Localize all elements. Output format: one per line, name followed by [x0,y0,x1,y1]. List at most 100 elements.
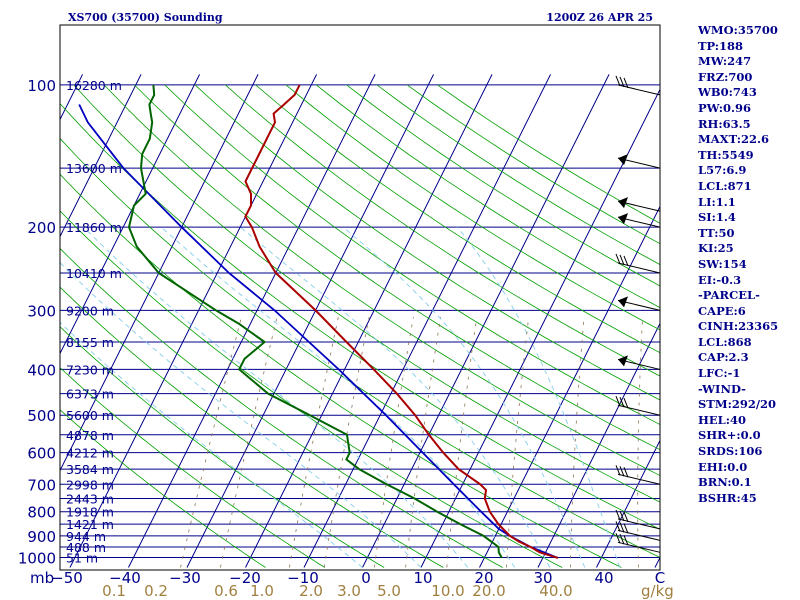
dry-adiabat [60,247,503,568]
height-label: 51 m [66,551,98,566]
dewpoint-trace [127,84,503,559]
dry-adiabat [60,137,660,558]
mixing-ratio-tick-label: 0.2 [144,582,168,600]
isotherm-line [186,74,435,568]
height-label: 1421 m [66,517,114,532]
stat-line: WMO:35700 [698,23,778,37]
stat-line: BSHR:45 [698,490,757,505]
pressure-tick-label: 1000 [18,550,56,568]
isotherm-line [69,74,318,568]
plot-frame [59,24,661,571]
stat-line: LCL:871 [698,178,752,193]
stat-line: MAXT:22.6 [698,132,769,147]
moist-adiabat [60,321,363,568]
height-label: 5600 m [66,408,114,423]
temperature-trace [244,84,559,559]
dry-adiabat [255,84,660,354]
stat-line: SW:154 [698,256,747,271]
mixing-ratio-tick-label: 40.0 [539,582,572,600]
mixing-ratio-line [637,317,643,568]
wind-barb [615,521,661,541]
stat-line: LCL:868 [698,334,752,349]
temperature-tick-label: −40 [109,569,141,587]
mixing-ratio-tick-label: 20.0 [472,582,505,600]
mixing-ratio-line [289,317,339,568]
pressure-tick-label: 500 [27,407,56,425]
height-label: 488 m [66,540,106,555]
mixing-ratio-line [220,317,278,568]
dry-adiabat [164,84,660,425]
stat-line: CINH:23365 [698,319,779,334]
profiles [78,84,559,559]
grid-lines [60,74,660,568]
dry-adiabat [60,326,385,568]
height-label: 10410 m [66,266,122,281]
stat-line: SI:1.4 [698,210,736,225]
dry-adiabat [60,409,266,568]
pressure-tick-label: 300 [27,302,56,320]
mixing-ratio-tick-label: 0.1 [102,582,126,600]
dry-adiabat [316,84,660,309]
pressure-tick-label: 400 [27,361,56,379]
isotherm-line [537,322,660,568]
wind-barb [617,197,661,212]
mixing-ratio-line [180,317,242,568]
dry-adiabat [225,84,660,377]
mixing-ratio-tick-label: 3.0 [337,582,361,600]
height-label: 7230 m [66,362,114,377]
height-label: 13600 m [66,161,122,176]
pressure-tick-label: 100 [27,77,56,95]
temperature-tick-label: −20 [229,569,261,587]
mixing-ratio-tick-label: 0.6 [214,582,238,600]
isotherm-line [60,74,259,472]
dry-adiabat [73,84,660,503]
wind-barb [617,296,661,311]
isotherm-line [362,74,610,568]
wind-barb [615,509,661,530]
mixing-ratio-line [374,317,414,568]
stat-line: HEL:40 [698,412,746,427]
mixing-ratio-line [506,317,530,568]
stat-line: -PARCEL- [698,288,760,303]
height-label: 16280 m [66,78,122,93]
valid-time: 1200Z 26 APR 25 [546,11,653,24]
wind-barb [615,253,661,274]
stat-line: BRN:0.1 [698,475,752,490]
temperature-tick-label: C [655,569,665,587]
stat-line: CAP:2.3 [698,350,749,365]
dry-adiabat [285,84,660,331]
wind-barb [617,355,661,370]
temperature-tick-label: 0 [361,569,371,587]
stat-line: TP:188 [698,38,744,53]
stat-line: TT:50 [698,225,735,240]
mixing-ratio-tick-label: 10.0 [431,582,464,600]
dry-adiabat [103,84,660,476]
temperature-tick-label: −50 [51,569,83,587]
height-label: 2443 m [66,491,114,506]
moist-adiabat [456,226,621,568]
height-label: 4212 m [66,446,114,461]
isotherm-line [420,88,660,568]
wind-barb [615,75,661,96]
isotherm-line [60,74,142,238]
height-label: 8155 m [66,335,114,350]
mixing-ratio-tick-label: 1.0 [250,582,274,600]
wind-barb [617,154,661,169]
mixing-ratio-tick-label: 5.0 [377,582,401,600]
height-label: 1918 m [66,505,114,520]
stat-line: STM:292/20 [698,397,777,412]
moist-adiabat [60,261,422,568]
stat-line: LFC:-1 [698,366,741,381]
temperature-tick-label: −10 [287,569,319,587]
mixing-ratio-line [323,317,370,568]
wind-barb [615,465,661,485]
stat-line: EI:-0.3 [698,272,742,287]
dry-adiabat [134,84,660,451]
stat-line: SHR+:0.0 [698,428,761,443]
temperature-tick-label: 40 [594,569,613,587]
stat-line: L57:6.9 [698,163,747,178]
temperature-tick-label: −30 [169,569,201,587]
isotherm-line [60,74,201,355]
